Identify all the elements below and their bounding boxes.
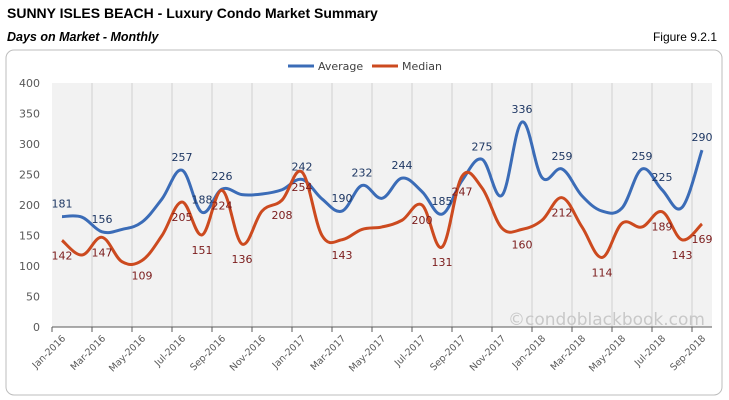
chart-subtitle: Days on Market - Monthly [7, 30, 159, 44]
average-data-label: 190 [332, 192, 353, 205]
y-tick-label: 300 [19, 138, 40, 151]
average-data-label: 290 [692, 131, 713, 144]
average-data-label: 226 [212, 170, 233, 183]
median-data-label: 189 [652, 221, 673, 234]
y-tick-label: 250 [19, 169, 40, 182]
average-data-label: 185 [432, 195, 453, 208]
median-data-label: 131 [432, 256, 453, 269]
median-data-label: 169 [692, 233, 713, 246]
y-tick-label: 400 [19, 77, 40, 90]
median-data-label: 142 [52, 249, 73, 262]
average-data-label: 244 [392, 159, 413, 172]
median-data-label: 143 [672, 249, 693, 262]
average-data-label: 181 [52, 198, 73, 211]
median-data-label: 160 [512, 238, 533, 251]
average-legend-label: Average [318, 60, 363, 73]
median-data-label: 147 [92, 246, 113, 259]
average-data-label: 242 [292, 160, 313, 173]
plot-area [52, 83, 712, 327]
average-data-label: 275 [472, 140, 493, 153]
y-tick-label: 150 [19, 230, 40, 243]
y-tick-label: 0 [33, 321, 40, 334]
median-series-line [61, 169, 704, 266]
watermark: ©condoblackbook.com [508, 310, 705, 330]
median-data-label: 136 [232, 253, 253, 266]
average-data-label: 259 [632, 150, 653, 163]
average-data-label: 232 [352, 166, 373, 179]
median-data-label: 254 [292, 181, 313, 194]
average-data-label: 336 [512, 103, 533, 116]
y-tick-label: 350 [19, 108, 40, 121]
average-data-label: 259 [552, 150, 573, 163]
report-title: SUNNY ISLES BEACH - Luxury Condo Market … [7, 5, 378, 21]
median-data-label: 247 [452, 185, 473, 198]
average-series-line [61, 120, 704, 235]
y-tick-label: 100 [19, 260, 40, 273]
average-data-label: 225 [652, 171, 673, 184]
median-data-label: 114 [592, 266, 613, 279]
average-data-label: 257 [172, 151, 193, 164]
median-data-label: 224 [212, 199, 233, 212]
median-data-label: 205 [172, 211, 193, 224]
median-legend-label: Median [402, 60, 442, 73]
median-data-label: 109 [132, 270, 153, 283]
y-tick-label: 50 [26, 291, 40, 304]
y-tick-label: 200 [19, 199, 40, 212]
figure-number: Figure 9.2.1 [652, 30, 717, 44]
average-data-label: 156 [92, 213, 113, 226]
median-data-label: 143 [332, 249, 353, 262]
median-data-label: 212 [552, 207, 573, 220]
median-data-label: 151 [192, 244, 213, 257]
median-data-label: 200 [412, 214, 433, 227]
median-data-label: 208 [272, 209, 293, 222]
average-data-label: 188 [192, 193, 213, 206]
